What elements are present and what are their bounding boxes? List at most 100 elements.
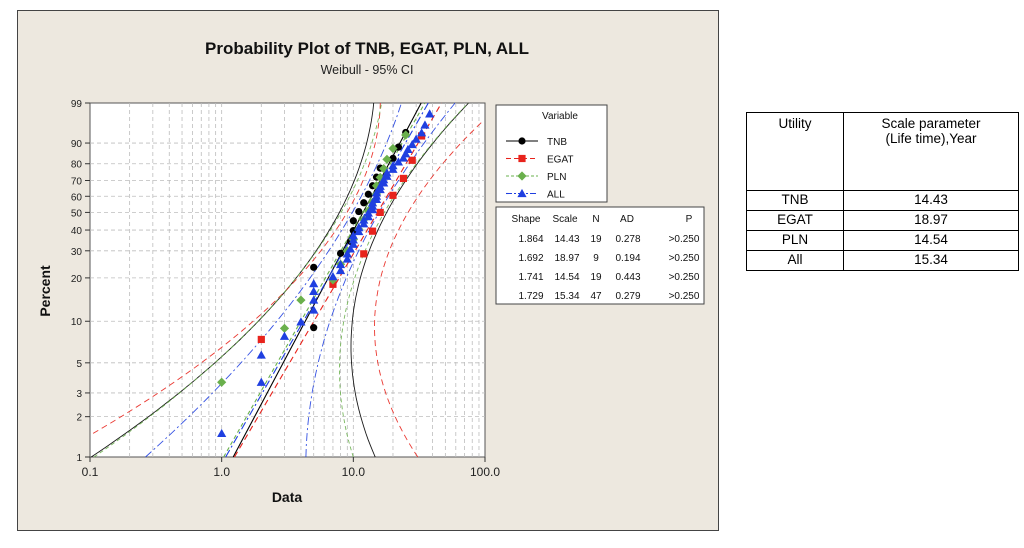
utility-cell: All (746, 250, 844, 271)
fit-line-egat (234, 102, 443, 458)
data-point-all (309, 305, 319, 314)
stats-header: P (686, 214, 693, 225)
header-scale-parameter-text: Scale parameter (Life time),Year (881, 116, 981, 146)
data-point-egat (360, 250, 368, 258)
data-point-all (256, 377, 266, 386)
utility-cell: EGAT (746, 210, 844, 231)
legend-marker-all (517, 188, 527, 198)
data-point-egat (399, 174, 407, 183)
stats-cell: 0.278 (615, 234, 640, 245)
chart-title: Probability Plot of TNB, EGAT, PLN, ALL (205, 39, 529, 58)
data-point-tnb (360, 199, 368, 207)
stats-cell: 0.443 (615, 272, 640, 283)
ci-band-upper-all (145, 102, 402, 458)
data-point-all (256, 350, 266, 359)
stats-header: Shape (512, 214, 541, 225)
y-axis-label: Percent (37, 265, 53, 317)
data-point-egat (368, 227, 377, 235)
x-tick-label: 100.0 (470, 465, 500, 479)
stats-cell: 1.692 (518, 253, 543, 264)
y-tick-label: 2 (76, 413, 82, 424)
plot-area (89, 102, 486, 458)
legend-marker-egat (518, 154, 526, 163)
data-point-tnb (364, 190, 372, 198)
data-point-all (328, 272, 338, 281)
y-tick-label: 60 (71, 192, 83, 203)
scale-cell: 14.54 (843, 230, 1019, 251)
y-tick-label: 1 (76, 453, 82, 464)
stats-header: Scale (552, 214, 577, 225)
legend-marker-tnb (518, 137, 526, 145)
grid (90, 103, 485, 457)
legend-marker-pln (517, 171, 527, 181)
fit-line-all (225, 102, 429, 458)
stats-cell: >0.250 (669, 291, 700, 302)
data-point-all (411, 134, 421, 143)
data-point-tnb (336, 249, 345, 257)
x-axis-label: Data (272, 489, 303, 505)
data-point-all (217, 428, 227, 438)
data-point-all (382, 168, 392, 177)
ci-band-upper-egat (92, 102, 381, 434)
data-point-tnb (310, 263, 318, 271)
stats-cell: >0.250 (669, 253, 700, 264)
stats-cell: 0.194 (615, 253, 640, 264)
y-tick-label: 70 (71, 177, 83, 188)
stats-cell: 1.864 (518, 234, 543, 245)
y-tick-label: 10 (71, 317, 83, 328)
data-point-all (279, 331, 290, 340)
data-point-all (401, 149, 411, 158)
scale-cell: 18.97 (843, 210, 1019, 231)
ci-band-lower-all (305, 102, 456, 458)
legend-label: ALL (547, 190, 565, 201)
utility-cell: PLN (746, 230, 844, 251)
data-point-all (342, 249, 352, 258)
probability-plot: Probability Plot of TNB, EGAT, PLN, ALL … (17, 10, 719, 531)
y-tick-label: 30 (71, 247, 83, 258)
ci-band-lower-egat (374, 120, 484, 458)
stats-cell: >0.250 (669, 234, 700, 245)
x-tick-label: 0.1 (82, 465, 99, 479)
stats-cell: 9 (593, 253, 599, 264)
data-point-tnb (389, 154, 397, 162)
data-point-all (348, 235, 358, 244)
data-point-pln (296, 295, 306, 305)
legend-label: EGAT (547, 155, 573, 166)
utility-cell: TNB (746, 190, 844, 211)
confidence-bands (90, 102, 484, 458)
legend-label: PLN (547, 172, 566, 183)
stats-cell: 18.97 (554, 253, 579, 264)
stats-table: Shape Scale N AD P 1.864 14.43 19 0.278 >0.250 1.6… (495, 206, 705, 305)
data-point-all (309, 279, 319, 288)
data-point-all (417, 128, 427, 137)
y-tick-label: 80 (71, 160, 83, 171)
stats-table-box (495, 206, 705, 305)
data-point-all (335, 259, 346, 269)
data-point-all (348, 231, 358, 240)
data-point-pln (375, 172, 385, 183)
table-header-row: Utility Scale parameter (Life time),Year (746, 112, 1019, 191)
x-tick-label: 1.0 (213, 465, 230, 479)
stats-cell: 19 (590, 234, 602, 245)
axes: 0.1 1.0 10.0 100.0 1 2 3 5 10 20 30 40 50 60 70 80 90 99 (71, 99, 500, 479)
data-point-pln (217, 377, 227, 387)
y-tick-label: 3 (76, 389, 82, 400)
y-tick-label: 50 (71, 208, 83, 219)
legend-label: TNB (547, 137, 567, 148)
data-point-all (420, 120, 430, 129)
stats-cell: 1.741 (518, 272, 543, 283)
data-point-all (354, 223, 364, 232)
data-point-pln (382, 154, 392, 164)
fit-lines (223, 102, 443, 458)
data-point-tnb (355, 207, 363, 216)
data-point-all (309, 295, 319, 304)
table-row: TNB 14.43 (746, 190, 1019, 211)
data-point-all (403, 144, 413, 153)
legend-title: Variable (542, 111, 578, 122)
header-scale-parameter: Scale parameter (Life time),Year (843, 112, 1019, 191)
data-point-pln (388, 143, 398, 154)
data-point-egat (257, 335, 265, 344)
y-tick-label: 99 (71, 99, 83, 110)
table-row: All 15.34 (746, 250, 1019, 271)
chart-subtitle: Weibull - 95% CI (321, 63, 414, 77)
